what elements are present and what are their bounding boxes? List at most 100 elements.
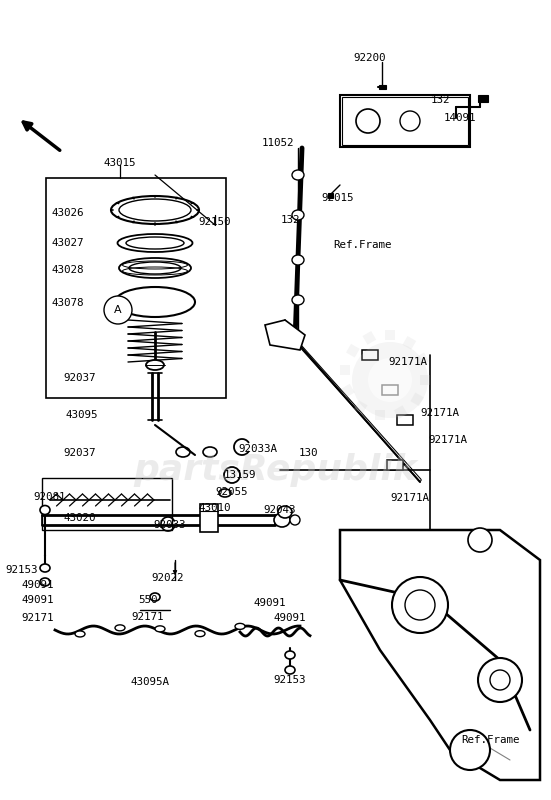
Ellipse shape <box>195 630 205 637</box>
Ellipse shape <box>292 210 304 220</box>
Bar <box>340 365 350 375</box>
Text: 43078: 43078 <box>52 298 84 308</box>
Ellipse shape <box>278 506 292 518</box>
Text: 92171: 92171 <box>21 613 54 623</box>
FancyBboxPatch shape <box>387 460 403 470</box>
Bar <box>354 400 368 414</box>
Text: 43028: 43028 <box>52 265 84 275</box>
Bar <box>363 331 376 345</box>
Text: 92171A: 92171A <box>429 435 467 445</box>
Circle shape <box>368 358 412 402</box>
Text: 49091: 49091 <box>254 598 287 608</box>
Text: 92037: 92037 <box>64 448 96 458</box>
Ellipse shape <box>292 295 304 305</box>
Ellipse shape <box>155 626 165 632</box>
Bar <box>415 353 429 366</box>
Ellipse shape <box>176 447 190 457</box>
Bar <box>342 97 468 145</box>
Text: partsRepublik: partsRepublik <box>133 453 417 487</box>
Text: 92015: 92015 <box>322 193 354 203</box>
Ellipse shape <box>285 651 295 659</box>
Bar <box>346 344 360 358</box>
Ellipse shape <box>224 467 240 483</box>
FancyBboxPatch shape <box>362 350 378 360</box>
Text: 92153: 92153 <box>274 675 306 685</box>
Ellipse shape <box>292 255 304 265</box>
Text: 92037: 92037 <box>64 373 96 383</box>
Text: 92171A: 92171A <box>420 408 460 418</box>
Ellipse shape <box>235 623 245 630</box>
Circle shape <box>392 577 448 633</box>
Ellipse shape <box>115 287 195 317</box>
Circle shape <box>490 670 510 690</box>
Bar <box>200 504 218 532</box>
Text: 550: 550 <box>138 595 158 605</box>
FancyBboxPatch shape <box>397 415 413 425</box>
Text: 92200: 92200 <box>354 53 386 63</box>
Text: 43027: 43027 <box>52 238 84 248</box>
Text: 43095A: 43095A <box>131 677 170 687</box>
Bar <box>42 478 172 530</box>
Circle shape <box>478 658 522 702</box>
Bar <box>328 193 333 198</box>
Text: 92171A: 92171A <box>391 493 429 503</box>
Ellipse shape <box>150 593 160 601</box>
Text: 92043: 92043 <box>264 505 296 515</box>
Bar <box>46 178 226 398</box>
Ellipse shape <box>117 234 192 252</box>
Text: Ref.Frame: Ref.Frame <box>333 240 391 250</box>
Ellipse shape <box>274 513 290 527</box>
Text: 92150: 92150 <box>199 217 231 227</box>
Text: 92171A: 92171A <box>388 357 428 367</box>
Ellipse shape <box>129 262 181 274</box>
Text: 49091: 49091 <box>21 595 54 605</box>
Ellipse shape <box>285 666 295 674</box>
Ellipse shape <box>119 258 191 278</box>
Text: 132: 132 <box>280 215 300 225</box>
Ellipse shape <box>40 564 50 572</box>
Circle shape <box>352 342 428 418</box>
Text: 92153: 92153 <box>6 565 38 575</box>
Text: 92022: 92022 <box>152 573 184 583</box>
Text: 43010: 43010 <box>199 503 231 513</box>
Ellipse shape <box>111 196 199 224</box>
Ellipse shape <box>115 625 125 631</box>
Bar <box>340 95 470 147</box>
Circle shape <box>356 109 380 133</box>
Text: 43095: 43095 <box>66 410 98 420</box>
Text: 130: 130 <box>298 448 318 458</box>
Bar <box>341 384 355 398</box>
Text: A: A <box>114 305 122 315</box>
Text: 43015: 43015 <box>104 158 136 168</box>
Bar <box>379 85 386 89</box>
Text: Ref.Frame: Ref.Frame <box>461 735 519 745</box>
Text: 14091: 14091 <box>444 113 476 123</box>
Text: 92033: 92033 <box>154 520 186 530</box>
Ellipse shape <box>203 447 217 457</box>
Ellipse shape <box>290 515 300 525</box>
Circle shape <box>405 590 435 620</box>
Bar <box>478 95 488 102</box>
Text: 13159: 13159 <box>224 470 256 480</box>
Bar <box>394 406 408 419</box>
Text: 92055: 92055 <box>216 487 249 497</box>
Circle shape <box>104 296 132 324</box>
Ellipse shape <box>75 631 85 637</box>
Polygon shape <box>265 320 305 350</box>
Text: 132: 132 <box>430 95 450 105</box>
Text: 43020: 43020 <box>64 513 96 523</box>
Text: 49091: 49091 <box>21 580 54 590</box>
Ellipse shape <box>219 489 231 497</box>
Ellipse shape <box>40 578 50 586</box>
Bar <box>410 393 424 406</box>
Circle shape <box>400 111 420 131</box>
FancyBboxPatch shape <box>382 385 398 395</box>
Ellipse shape <box>40 506 50 514</box>
Text: 49091: 49091 <box>274 613 306 623</box>
Circle shape <box>468 528 492 552</box>
Bar <box>375 410 385 420</box>
Ellipse shape <box>126 237 184 249</box>
Text: 92033A: 92033A <box>239 444 278 454</box>
Bar <box>385 330 395 340</box>
Polygon shape <box>340 530 540 780</box>
